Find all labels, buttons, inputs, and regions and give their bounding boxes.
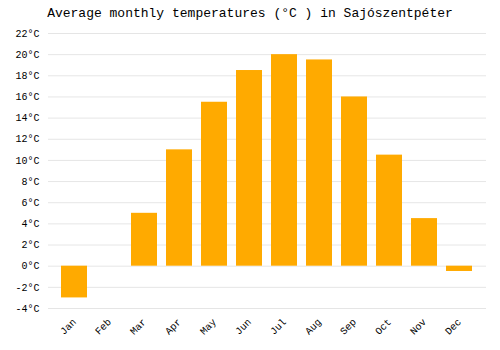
svg-text:Aug: Aug [303, 317, 324, 338]
svg-text:Feb: Feb [93, 317, 114, 338]
svg-text:14°C: 14°C [15, 113, 39, 124]
svg-text:2°C: 2°C [21, 240, 39, 251]
html-text:Average monthly temperatures (: Average monthly temperatures (°C ) in Sa… [47, 6, 453, 21]
svg-text:0°C: 0°C [21, 261, 39, 272]
svg-text:Oct: Oct [373, 317, 394, 338]
svg-text:-2°C: -2°C [15, 283, 39, 294]
svg-text:Sep: Sep [338, 317, 359, 338]
svg-text:Jun: Jun [233, 317, 254, 338]
svg-text:16°C: 16°C [15, 92, 39, 103]
svg-text:6°C: 6°C [21, 198, 39, 209]
svg-text:May: May [198, 317, 219, 338]
svg-text:22°C: 22°C [15, 29, 39, 40]
svg-text:8°C: 8°C [21, 177, 39, 188]
svg-text:Mar: Mar [128, 317, 149, 338]
svg-text:12°C: 12°C [15, 134, 39, 145]
svg-text:Dec: Dec [443, 317, 464, 338]
svg-text:Nov: Nov [408, 317, 429, 338]
svg-text:Jul: Jul [268, 317, 289, 338]
svg-text:10°C: 10°C [15, 156, 39, 167]
svg-text:18°C: 18°C [15, 71, 39, 82]
svg-text:20°C: 20°C [15, 50, 39, 61]
svg-text:Jan: Jan [58, 317, 79, 338]
svg-text:Apr: Apr [163, 317, 184, 338]
svg-text:-4°C: -4°C [15, 304, 39, 315]
svg-text:4°C: 4°C [21, 219, 39, 230]
